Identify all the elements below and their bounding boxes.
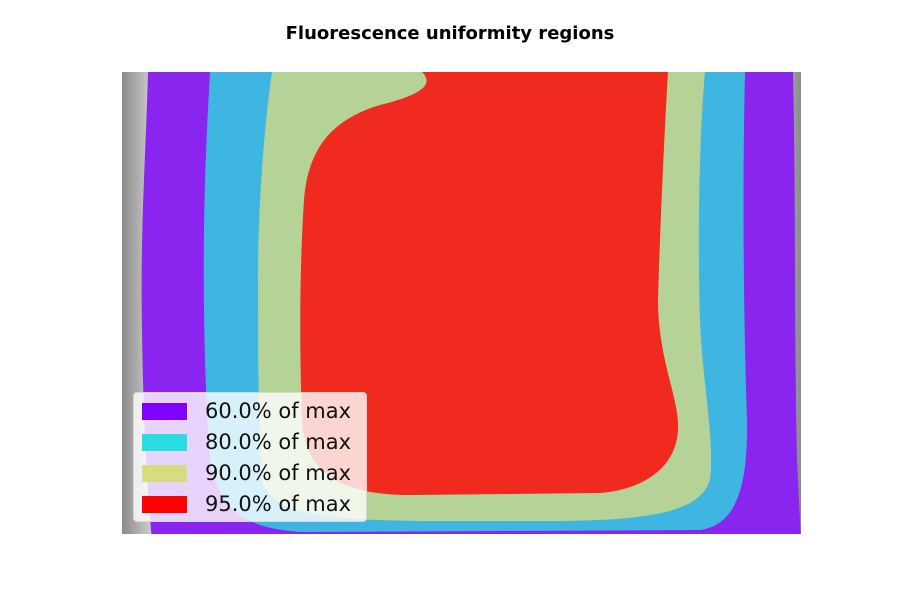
legend-swatch-80	[142, 433, 187, 451]
legend-item-60: 60.0% of max	[142, 399, 351, 423]
legend-item-90: 90.0% of max	[142, 461, 351, 485]
legend-label-95: 95.0% of max	[205, 492, 352, 516]
legend-label-60: 60.0% of max	[205, 399, 352, 423]
legend-item-80: 80.0% of max	[142, 430, 351, 454]
legend-swatch-95	[142, 495, 187, 513]
legend-label-80: 80.0% of max	[205, 430, 352, 454]
legend: 60.0% of max 80.0% of max 90.0% of max 9…	[133, 392, 367, 522]
legend-label-90: 90.0% of max	[205, 461, 352, 485]
legend-swatch-90	[142, 464, 187, 482]
legend-item-95: 95.0% of max	[142, 492, 351, 516]
region-95-percent	[300, 72, 679, 495]
chart-title: Fluorescence uniformity regions	[285, 23, 615, 44]
legend-swatch-60	[142, 402, 187, 420]
